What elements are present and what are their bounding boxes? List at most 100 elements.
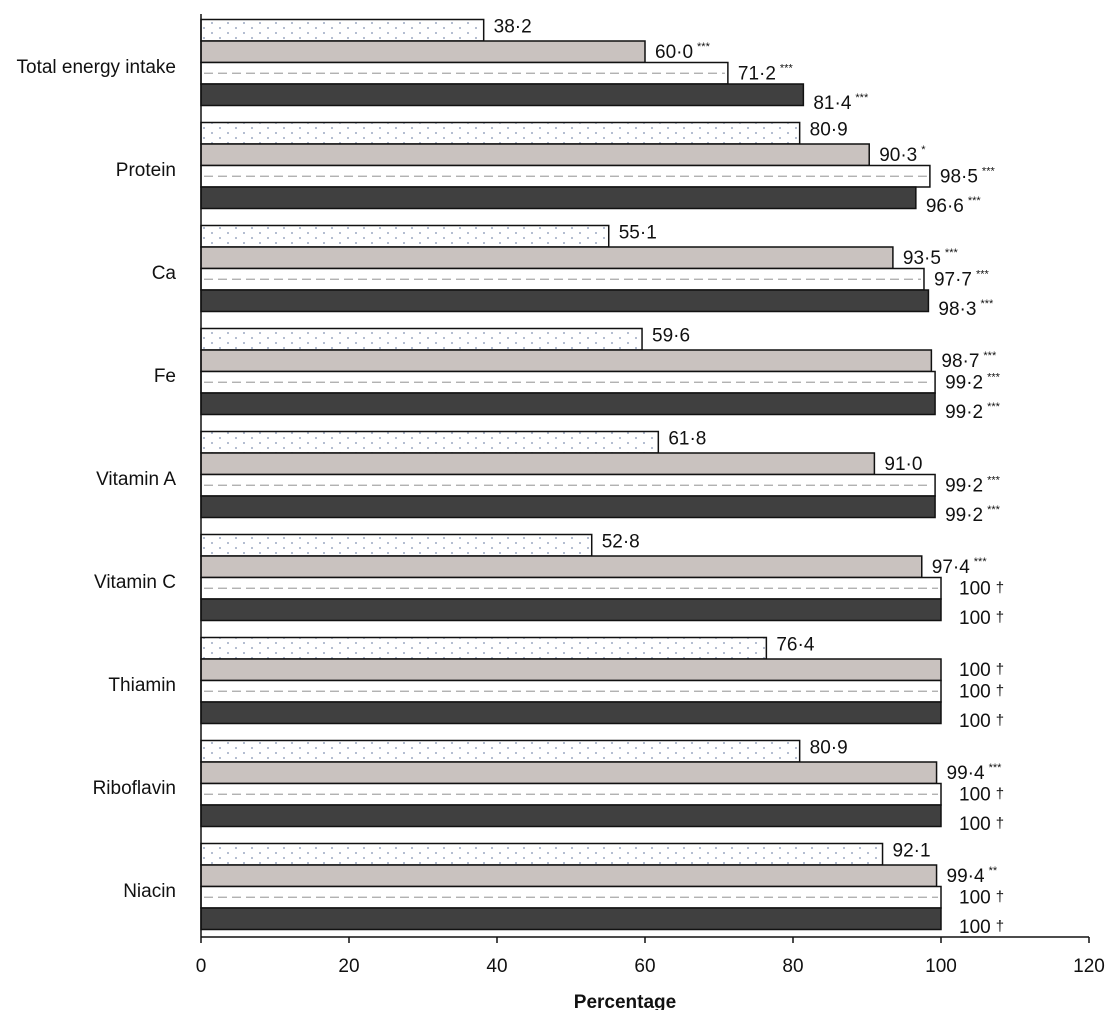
value-label-dotted-4: 61·8 xyxy=(668,428,706,449)
bar-dark-1 xyxy=(200,186,917,210)
category-label-4: Vitamin A xyxy=(96,469,176,490)
value-label-dotted-5: 52·8 xyxy=(602,531,640,552)
bar-dark-0 xyxy=(200,83,805,107)
value-label-white-dashed-5: 100 xyxy=(959,578,991,599)
bar-light-grey-1 xyxy=(200,143,870,167)
x-tick-label-0: 0 xyxy=(196,956,207,977)
bar-light-grey-6 xyxy=(200,658,942,682)
significance-mark-light-grey-3: *** xyxy=(983,350,997,362)
bar-dotted-2 xyxy=(200,224,610,248)
x-tick-label-3: 60 xyxy=(634,956,655,977)
value-label-white-dashed-3: 99·2 xyxy=(945,372,983,393)
value-label-dotted-3: 59·6 xyxy=(652,325,690,346)
value-label-light-grey-4: 91·0 xyxy=(884,454,922,475)
bar-dark-7 xyxy=(200,804,942,828)
value-label-dotted-8: 92·1 xyxy=(893,840,931,861)
significance-mark-white-dashed-1: *** xyxy=(982,165,996,177)
value-label-dark-7: 100 xyxy=(959,814,991,835)
category-label-0: Total energy intake xyxy=(17,57,177,78)
value-label-dark-5: 100 xyxy=(959,608,991,629)
value-label-light-grey-7: 99·4 xyxy=(947,763,985,784)
value-label-white-dashed-7: 100 xyxy=(959,784,991,805)
value-label-dark-2: 98·3 xyxy=(938,299,976,320)
bar-dotted-0 xyxy=(200,18,485,42)
bar-light-grey-3 xyxy=(200,349,933,373)
significance-mark-light-grey-8: ** xyxy=(989,865,998,877)
bar-dotted-4 xyxy=(200,430,660,454)
significance-mark-dark-3: *** xyxy=(987,401,1001,413)
bar-dotted-8 xyxy=(200,842,884,866)
significance-mark-light-grey-5: *** xyxy=(974,556,988,568)
bar-dotted-1 xyxy=(200,121,801,145)
value-label-white-dashed-2: 97·7 xyxy=(934,269,972,290)
significance-mark-white-dashed-7: † xyxy=(996,785,1004,802)
bar-dark-4 xyxy=(200,495,936,519)
value-label-light-grey-8: 99·4 xyxy=(947,866,985,887)
bar-dotted-7 xyxy=(200,739,801,763)
x-tick-label-1: 20 xyxy=(338,956,359,977)
category-label-7: Riboflavin xyxy=(93,778,176,799)
value-label-white-dashed-6: 100 xyxy=(959,681,991,702)
x-tick-label-6: 120 xyxy=(1073,956,1105,977)
value-label-dotted-6: 76·4 xyxy=(776,634,814,655)
value-label-dark-8: 100 xyxy=(959,917,991,938)
bar-light-grey-4 xyxy=(200,452,876,476)
category-label-5: Vitamin C xyxy=(94,572,176,593)
bar-light-grey-7 xyxy=(200,761,938,785)
x-tick-label-4: 80 xyxy=(782,956,803,977)
significance-mark-white-dashed-5: † xyxy=(996,579,1004,596)
significance-mark-white-dashed-8: † xyxy=(996,888,1004,905)
significance-mark-light-grey-1: * xyxy=(921,144,926,156)
bar-dark-8 xyxy=(200,907,942,931)
value-label-white-dashed-1: 98·5 xyxy=(940,166,978,187)
significance-mark-dark-4: *** xyxy=(987,504,1001,516)
value-label-dark-1: 96·6 xyxy=(926,196,964,217)
value-label-light-grey-5: 97·4 xyxy=(932,557,970,578)
bar-light-grey-2 xyxy=(200,246,894,270)
bar-dotted-6 xyxy=(200,636,768,660)
category-label-3: Fe xyxy=(154,366,176,387)
significance-mark-dark-5: † xyxy=(996,609,1004,626)
significance-mark-dark-1: *** xyxy=(968,195,982,207)
value-label-dotted-2: 55·1 xyxy=(619,222,657,243)
bar-light-grey-8 xyxy=(200,864,938,888)
value-label-light-grey-2: 93·5 xyxy=(903,248,941,269)
bar-dark-6 xyxy=(200,701,942,725)
value-label-white-dashed-8: 100 xyxy=(959,887,991,908)
value-label-dark-4: 99·2 xyxy=(945,505,983,526)
significance-mark-light-grey-0: *** xyxy=(697,41,711,53)
significance-mark-dark-8: † xyxy=(996,918,1004,935)
significance-mark-dark-0: *** xyxy=(855,92,869,104)
value-label-dark-0: 81·4 xyxy=(813,93,851,114)
significance-mark-light-grey-7: *** xyxy=(989,762,1003,774)
bar-light-grey-0 xyxy=(200,40,646,64)
significance-mark-light-grey-6: † xyxy=(996,661,1004,678)
bar-light-grey-5 xyxy=(200,555,923,579)
significance-mark-white-dashed-2: *** xyxy=(976,268,990,280)
value-label-light-grey-1: 90·3 xyxy=(879,145,917,166)
bar-dotted-5 xyxy=(200,533,593,557)
category-label-8: Niacin xyxy=(123,881,176,902)
value-label-white-dashed-0: 71·2 xyxy=(738,63,776,84)
bar-dark-2 xyxy=(200,289,930,313)
value-label-dark-6: 100 xyxy=(959,711,991,732)
value-label-white-dashed-4: 99·2 xyxy=(945,475,983,496)
significance-mark-white-dashed-3: *** xyxy=(987,371,1001,383)
value-label-light-grey-6: 100 xyxy=(959,660,991,681)
significance-mark-light-grey-2: *** xyxy=(945,247,959,259)
value-label-dotted-0: 38·2 xyxy=(494,16,532,37)
bar-dotted-3 xyxy=(200,327,643,351)
value-label-dark-3: 99·2 xyxy=(945,402,983,423)
x-tick-label-2: 40 xyxy=(486,956,507,977)
significance-mark-white-dashed-4: *** xyxy=(987,474,1001,486)
significance-mark-white-dashed-0: *** xyxy=(780,62,794,74)
significance-mark-dark-2: *** xyxy=(980,298,994,310)
x-tick-label-5: 100 xyxy=(925,956,957,977)
category-label-1: Protein xyxy=(116,160,176,181)
category-label-6: Thiamin xyxy=(108,675,176,696)
significance-mark-white-dashed-6: † xyxy=(996,682,1004,699)
value-label-light-grey-0: 60·0 xyxy=(655,42,693,63)
value-label-dotted-7: 80·9 xyxy=(810,737,848,758)
